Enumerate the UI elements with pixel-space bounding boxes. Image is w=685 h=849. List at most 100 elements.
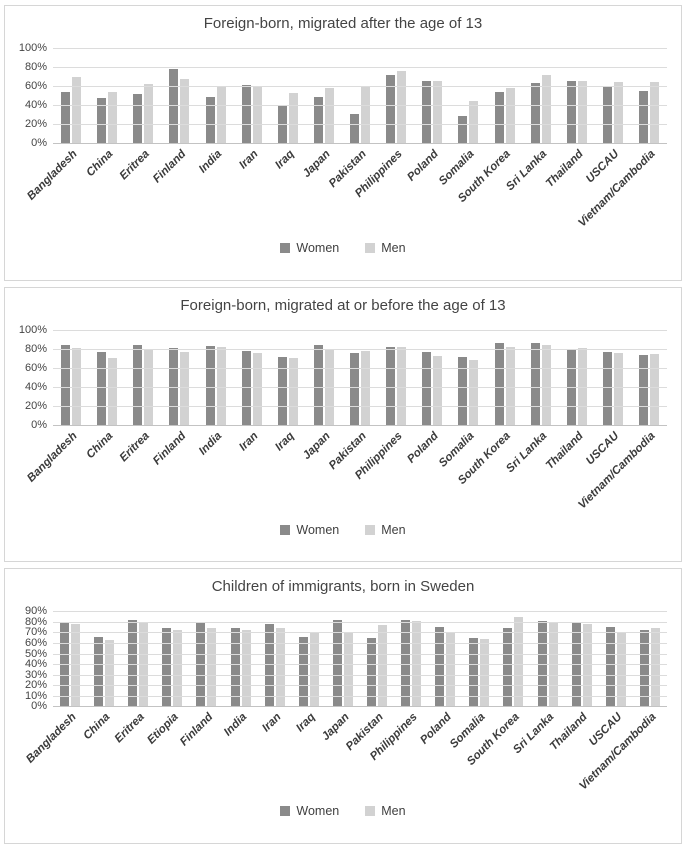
- x-cell: Eritrea: [113, 709, 155, 804]
- bar-men: [72, 347, 82, 425]
- bar-women: [401, 619, 411, 707]
- bar-men: [361, 86, 371, 143]
- bar-group: [270, 48, 306, 143]
- plot-area: [53, 329, 667, 426]
- x-axis-label: Iraq: [272, 429, 297, 454]
- gridline: [53, 124, 667, 125]
- gridline: [53, 632, 667, 634]
- x-cell: Vietnam/Cambodia: [577, 709, 667, 804]
- gridline: [53, 653, 667, 655]
- bar-group: [559, 48, 595, 143]
- bar-women: [602, 86, 612, 143]
- bar-group: [559, 330, 595, 425]
- chart-title: Foreign-born, migrated at or before the …: [180, 296, 506, 314]
- gridline: [53, 348, 667, 350]
- x-axis-label: Japan: [300, 148, 333, 180]
- y-tick-label: 100%: [18, 42, 47, 54]
- bar-group: [450, 330, 486, 425]
- bar-women: [94, 636, 104, 707]
- legend: Women Men: [5, 523, 681, 537]
- y-axis: 0% 20% 40% 60% 80% 100%: [5, 324, 53, 431]
- bar-group: [224, 611, 258, 707]
- gridline: [53, 695, 667, 697]
- legend-swatch-women: [280, 243, 291, 253]
- legend-item-women: Women: [280, 523, 339, 537]
- bar-men: [108, 358, 118, 425]
- bar-group: [306, 330, 342, 425]
- bar-group: [89, 330, 125, 425]
- bar-men: [216, 86, 226, 143]
- y-tick-label: 80%: [24, 615, 47, 628]
- x-cell: Iran: [234, 146, 270, 241]
- y-tick-label: 10%: [24, 689, 47, 702]
- x-axis-label: India: [221, 711, 250, 739]
- chart-body: 0% 10% 20% 30% 40% 50% 60% 70% 80% 90%: [5, 605, 681, 712]
- bar-women: [639, 355, 649, 425]
- legend-item-men: Men: [365, 804, 406, 818]
- x-axis-label: India: [196, 148, 225, 176]
- bar-women: [367, 637, 377, 707]
- bar-men: [397, 346, 407, 425]
- bar-women: [133, 93, 143, 143]
- gridline: [53, 611, 667, 613]
- bar-group: [121, 611, 155, 707]
- bar-group: [53, 48, 89, 143]
- bar-group: [89, 48, 125, 143]
- bar-women: [458, 116, 468, 143]
- bar-men: [650, 354, 660, 425]
- bar-women: [205, 97, 215, 143]
- bar-group: [326, 611, 360, 707]
- x-cell: Japan: [300, 428, 342, 523]
- bar-group: [125, 330, 161, 425]
- bars-layer: [53, 611, 667, 707]
- bar-group: [462, 611, 496, 707]
- bar-group: [342, 330, 378, 425]
- bar-group: [258, 611, 292, 707]
- x-cell: Iran: [234, 428, 270, 523]
- bar-group: [595, 48, 631, 143]
- x-axis-label: Japan: [300, 429, 333, 462]
- bar-group: [87, 611, 121, 707]
- gridline: [53, 405, 667, 407]
- bar-men: [541, 74, 551, 143]
- y-tick-label: 50%: [24, 647, 47, 660]
- bar-men: [613, 353, 623, 425]
- bar-men: [173, 630, 183, 707]
- bar-women: [241, 85, 251, 143]
- x-cell: Iraq: [292, 709, 326, 804]
- bar-women: [435, 627, 445, 707]
- x-axis: Bangladesh China Eritrea Finland India Iran Ir…: [5, 428, 681, 523]
- chart-body: 0% 20% 40% 60% 80% 100%: [5, 42, 681, 149]
- legend-swatch-women: [280, 806, 291, 817]
- bar-women: [350, 353, 360, 425]
- bar-men: [616, 632, 626, 707]
- y-tick-label: 90%: [24, 605, 47, 618]
- bar-men: [433, 81, 443, 143]
- bar-women: [530, 83, 540, 143]
- bar-women: [469, 637, 479, 707]
- x-cell: Finland: [151, 146, 197, 241]
- bar-women: [494, 342, 504, 425]
- bar-group: [161, 330, 197, 425]
- y-tick-label: 30%: [24, 668, 47, 681]
- bar-women: [537, 620, 547, 707]
- bar-women: [169, 347, 179, 425]
- chart-panel-children-born-in-sweden: Children of immigrants, born in Sweden 0…: [4, 568, 682, 845]
- y-tick-label: 100%: [18, 323, 47, 336]
- x-cell: Thailand: [543, 428, 595, 523]
- bar-group: [53, 330, 89, 425]
- bar-group: [155, 611, 189, 707]
- bar-men: [446, 632, 456, 707]
- legend-swatch-women: [280, 524, 291, 535]
- bar-group: [631, 330, 667, 425]
- x-cell: India: [197, 428, 234, 523]
- bar-women: [61, 91, 71, 143]
- bar-group: [487, 330, 523, 425]
- chart-panel-migrated-after-13: Foreign-born, migrated after the age of …: [4, 5, 682, 281]
- bar-men: [180, 79, 190, 143]
- x-cell: China: [82, 709, 121, 804]
- bar-women: [602, 351, 612, 425]
- bar-men: [343, 632, 353, 707]
- y-tick-label: 0%: [31, 700, 47, 713]
